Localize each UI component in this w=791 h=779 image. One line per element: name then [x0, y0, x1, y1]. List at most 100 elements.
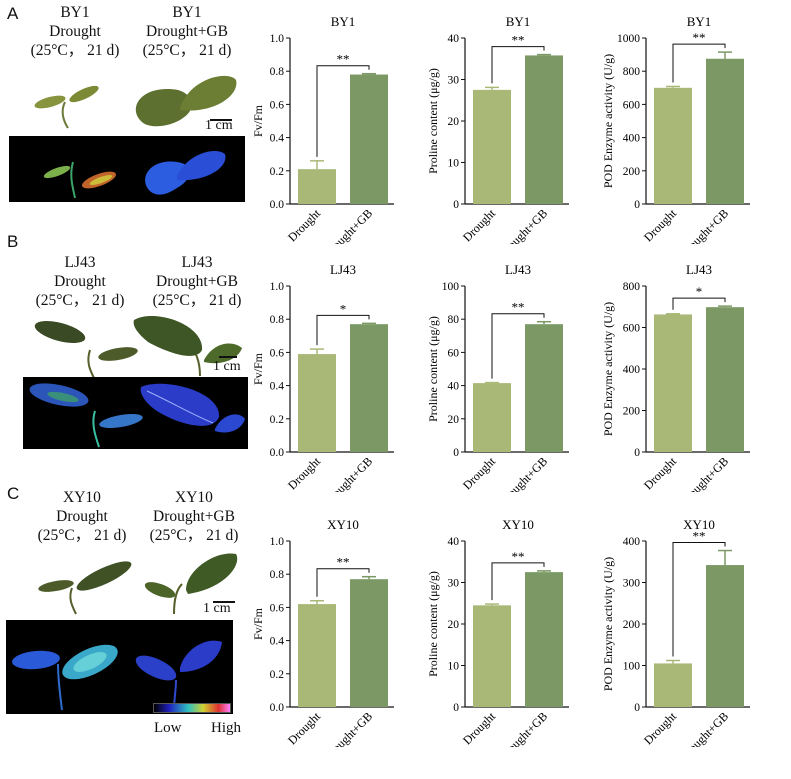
chart-pod-lj43: LJ43 POD Enzyme activity (U/g) 0 200 400 600 8…: [601, 262, 750, 492]
y-tick-label: 1.0: [270, 33, 285, 45]
label-line: XY10: [175, 489, 213, 506]
y-tick-label: 200: [623, 166, 641, 178]
bar-drought: [654, 87, 692, 204]
y-tick-label: 0.4: [270, 133, 285, 145]
significance-bracket: [491, 46, 545, 84]
x-tick-label: Drought+GB: [676, 206, 731, 244]
bar-drought-gb: [350, 579, 388, 707]
y-tick-label: 200: [623, 406, 641, 418]
y-tick-label: 1.0: [270, 281, 285, 293]
x-tick-label: Drought+GB: [495, 454, 550, 492]
y-axis-label: Fv/Fm: [251, 104, 265, 137]
label-by1-drought: BY1 Drought (25°C， 21 d): [20, 3, 130, 60]
significance-bracket: [672, 43, 726, 83]
y-tick-label: 0.8: [270, 314, 285, 326]
x-tick-label: Drought: [460, 709, 499, 747]
significance-label: **: [693, 529, 706, 544]
y-axis-label: Proline content (μg/g): [426, 316, 440, 422]
scale-bar: [219, 356, 237, 358]
y-tick-label: 400: [623, 536, 641, 548]
chart-title: XY10: [502, 517, 534, 532]
x-tick-label: Drought+GB: [495, 206, 550, 244]
chart-fvfm-lj43: LJ43 Fv/Fm 0.0 0.2 0.4 0.6 0.8 1.0 DroughtDrough…: [251, 262, 394, 492]
bar-drought-gb: [525, 572, 563, 707]
y-axis-label: POD Enzyme activity (U/g): [601, 54, 615, 188]
significance-bracket: [491, 562, 545, 601]
y-tick-label: 100: [442, 281, 460, 293]
y-axis-label: POD Enzyme activity (U/g): [601, 557, 615, 691]
chart-pod-by1: BY1 POD Enzyme activity (U/g) 0 200 400 600 80…: [601, 14, 750, 244]
chart-title: XY10: [327, 517, 359, 532]
y-axis-label: POD Enzyme activity (U/g): [601, 302, 615, 436]
label-line: BY1: [60, 4, 90, 21]
label-line: Drought: [54, 273, 106, 290]
y-tick-label: 0.8: [270, 66, 285, 78]
fluorescence-image-lj43: [23, 377, 248, 449]
significance-label: *: [696, 284, 703, 299]
bar-drought: [654, 314, 692, 452]
x-tick-label: Drought: [641, 709, 680, 747]
y-tick-label: 800: [623, 66, 641, 78]
y-tick-label: 10: [448, 661, 460, 673]
scale-bar: [213, 601, 235, 603]
label-line: (25°C， 21 d): [142, 42, 232, 59]
significance-bracket: [316, 314, 370, 346]
label-line: (25°C， 21 d): [149, 527, 239, 544]
y-tick-label: 0.4: [270, 636, 285, 648]
y-tick-label: 0.0: [270, 702, 285, 714]
x-tick-label: Drought+GB: [676, 454, 731, 492]
x-tick-label: Drought+GB: [495, 709, 550, 747]
panel-letter-c: C: [7, 484, 20, 503]
label-lj43-drought: LJ43 Drought (25°C， 21 d): [28, 253, 132, 310]
label-xy10-drought: XY10 Drought (25°C， 21 d): [26, 488, 138, 545]
significance-label: **: [337, 555, 350, 570]
y-tick-label: 0.6: [270, 99, 285, 111]
y-tick-label: 0: [634, 702, 640, 714]
bar-drought: [473, 383, 511, 452]
y-axis-label: Fv/Fm: [251, 607, 265, 640]
y-axis-label: Proline content (μg/g): [426, 68, 440, 174]
y-tick-label: 300: [623, 578, 641, 590]
y-tick-label: 0: [453, 447, 459, 459]
significance-label: *: [340, 301, 347, 316]
bar-drought-gb: [706, 58, 744, 204]
y-tick-label: 0: [634, 199, 640, 211]
x-tick-label: Drought: [460, 206, 499, 244]
fluorescence-image-xy10: [6, 620, 233, 714]
y-tick-label: 800: [623, 281, 641, 293]
y-tick-label: 10: [448, 158, 460, 170]
scale-label: 1 cm: [205, 118, 233, 133]
panel-letter-b: B: [7, 232, 19, 251]
chart-title: LJ43: [505, 262, 531, 277]
colorbar: [153, 703, 231, 713]
y-tick-label: 30: [448, 75, 460, 87]
label-line: LJ43: [64, 254, 96, 271]
chart-fvfm-xy10: XY10 Fv/Fm 0.0 0.2 0.4 0.6 0.8 1.0 DroughtDrough…: [251, 517, 394, 747]
leaf-photo-xy10: [38, 553, 238, 615]
scale-label: 1 cm: [203, 601, 231, 616]
y-tick-label: 0.2: [270, 166, 285, 178]
chart-proline-xy10: XY10 Proline content (μg/g) 0 10 20 30 40 Droug…: [426, 517, 569, 747]
y-tick-label: 40: [448, 33, 460, 45]
x-tick-label: Drought: [460, 454, 499, 492]
significance-label: **: [693, 30, 706, 45]
y-tick-label: 400: [623, 364, 641, 376]
significance-label: **: [512, 300, 525, 315]
bar-drought: [298, 354, 336, 452]
y-tick-label: 1.0: [270, 536, 285, 548]
y-tick-label: 0.4: [270, 381, 285, 393]
bar-drought-gb: [525, 55, 563, 205]
y-tick-label: 60: [448, 347, 460, 359]
y-tick-label: 0.2: [270, 669, 285, 681]
label-line: LJ43: [181, 254, 213, 271]
label-lj43-drought-gb: LJ43 Drought+GB (25°C， 21 d): [138, 253, 256, 310]
colorbar-high-label: High: [211, 720, 241, 736]
y-tick-label: 40: [448, 381, 460, 393]
chart-pod-xy10: XY10 POD Enzyme activity (U/g) 0 100 200 300 4…: [601, 517, 750, 747]
bar-drought: [654, 663, 692, 707]
y-axis-label: Proline content (μg/g): [426, 571, 440, 677]
y-tick-label: 600: [623, 99, 641, 111]
bar-drought-gb: [706, 565, 744, 707]
y-tick-label: 30: [448, 578, 460, 590]
scale-label: 1 cm: [213, 359, 241, 374]
